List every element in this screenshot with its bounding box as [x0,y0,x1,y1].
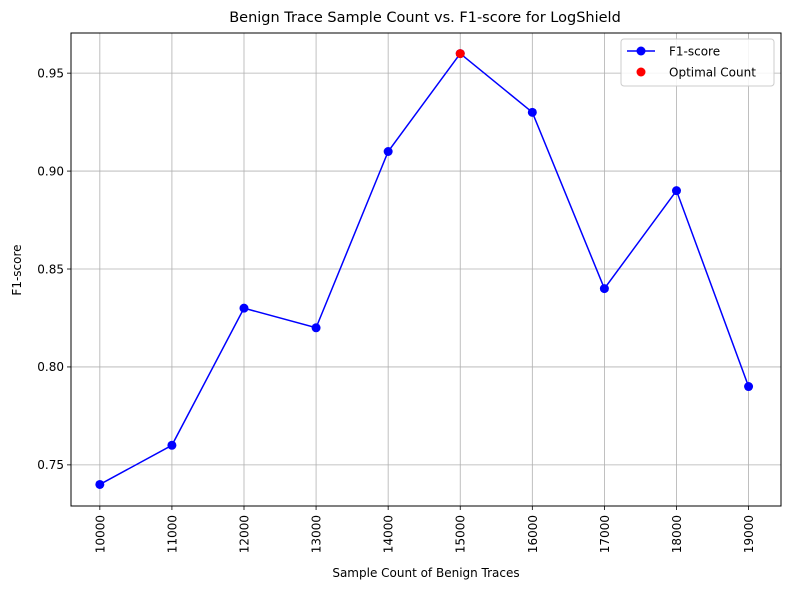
grid-lines [71,33,781,506]
f1-score-point [744,382,754,392]
y-tick-label: 0.95 [37,66,64,80]
y-tick-label: 0.80 [37,360,64,374]
x-tick-label: 16000 [526,515,540,553]
x-tick-label: 13000 [310,515,324,553]
x-tick-label: 14000 [382,515,396,553]
x-tick-label: 15000 [454,515,468,553]
x-tick-label: 17000 [598,515,612,553]
y-tick-label: 0.85 [37,262,64,276]
y-tick-label: 0.75 [37,458,64,472]
f1-score-point [671,186,681,196]
y-tick-label: 0.90 [37,164,64,178]
x-tick-label: 12000 [237,515,251,553]
y-axis-ticks: 0.75 0.80 0.85 0.90 0.95 [37,66,71,472]
x-tick-label: 11000 [165,515,179,553]
legend-box [620,38,775,87]
f1-score-point [311,323,321,333]
f1-score-point [527,107,537,117]
f1-score-point [383,146,393,156]
x-axis-ticks: 10000 11000 12000 13000 14000 15000 16000 17000… [93,506,756,553]
legend-f1-marker [636,46,646,56]
legend-label-f1: F1-score [669,45,720,59]
y-axis-label: F1-score [10,244,24,295]
optimal-count-point [455,49,465,59]
x-tick-label: 10000 [93,515,107,553]
x-tick-label: 18000 [670,515,684,553]
f1-score-line [99,52,750,486]
f1-score-point [95,479,105,489]
plot-frame [70,32,782,507]
series-lines [99,52,750,486]
legend-label-optimal: Optimal Count [669,66,756,80]
data-points [95,49,754,489]
f1-score-point [167,440,177,450]
legend-optimal-marker [636,67,646,77]
legend: F1-score Optimal Count [620,38,775,87]
f1-score-point [239,303,249,313]
chart-title: Benign Trace Sample Count vs. F1-score f… [229,10,621,26]
x-tick-label: 19000 [742,515,756,553]
f1-score-point [599,284,609,294]
x-axis-label: Sample Count of Benign Traces [332,566,519,580]
